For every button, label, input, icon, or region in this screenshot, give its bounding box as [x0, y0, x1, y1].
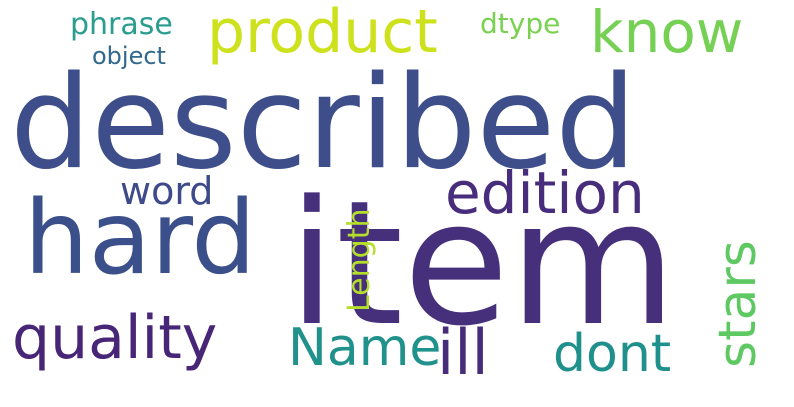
word-hard: hard	[24, 179, 257, 298]
word-object: object	[92, 42, 166, 70]
word-ill: ill	[437, 316, 489, 389]
word-described: described	[10, 49, 637, 198]
word-item: item	[288, 163, 677, 364]
word-quality: quality	[12, 303, 218, 373]
word-know: know	[590, 0, 744, 66]
word-phrase: phrase	[70, 7, 173, 42]
word-edition: edition	[445, 159, 645, 227]
word-dont: dont	[553, 324, 672, 384]
word-stars: stars	[708, 240, 768, 368]
word-dtype: dtype	[480, 7, 561, 40]
word-product: product	[207, 0, 438, 67]
word-length: Length	[342, 208, 377, 312]
word-name: Name	[288, 318, 442, 378]
word-word: word	[120, 169, 214, 213]
